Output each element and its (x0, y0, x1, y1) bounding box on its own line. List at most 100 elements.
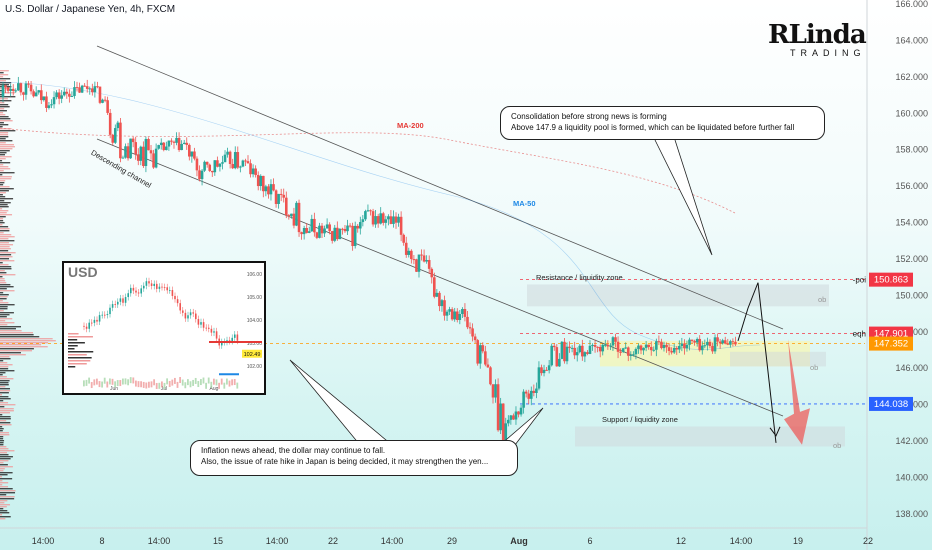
inset-candle-body (169, 290, 171, 291)
volume-profile-bar (0, 174, 3, 176)
candle-body (723, 340, 727, 344)
candle-body (356, 225, 360, 229)
candle-body (369, 210, 372, 212)
volume-profile-bar (0, 236, 15, 238)
volume-profile-bar (0, 422, 11, 424)
inset-candle-body (143, 285, 145, 289)
inset-candle-body (192, 312, 194, 314)
volume-profile-bar (0, 300, 3, 302)
candle-body (50, 104, 53, 106)
volume-profile-bar (0, 310, 4, 312)
volume-profile-bar (0, 280, 6, 282)
candle-body (213, 160, 217, 173)
volume-profile-bar (0, 410, 14, 412)
candle-body (246, 161, 250, 164)
candle-body (381, 213, 385, 223)
volume-profile-bar (0, 130, 16, 132)
x-tick-label: 15 (213, 536, 223, 546)
candle-body (333, 227, 337, 241)
volume-profile-bar (0, 484, 3, 486)
candle-body (236, 152, 240, 168)
candle-body (188, 144, 191, 157)
inset-volume-bar (223, 382, 226, 389)
candle-body (223, 154, 227, 163)
candle-body (9, 88, 12, 91)
volume-profile-bar (0, 206, 9, 208)
candle-body (325, 224, 329, 229)
volume-profile-bar (0, 432, 9, 434)
volume-profile-bar (0, 98, 8, 100)
volume-profile-bar (0, 504, 11, 506)
volume-profile-bar (0, 346, 48, 348)
inset-x-tick: Aug (210, 386, 219, 392)
candle-body (509, 415, 513, 420)
candle-body (226, 151, 229, 155)
volume-profile-bar (0, 490, 16, 492)
volume-profile-bar (0, 438, 4, 440)
volume-profile-bar (0, 146, 15, 148)
volume-profile-bar (0, 212, 7, 214)
volume-profile-bar (0, 380, 10, 382)
candle-body (614, 337, 617, 342)
channel-upper-line (96, 45, 784, 330)
candle-body (200, 170, 204, 180)
volume-profile-bar (0, 352, 21, 354)
inset-candle-body (145, 281, 148, 286)
volume-profile-bar (0, 246, 10, 248)
volume-profile-bar (0, 326, 21, 328)
candle-body (251, 168, 255, 175)
y-tick-label: 166.000 (895, 0, 928, 9)
candle-body (695, 338, 699, 343)
inset-candle-body (111, 304, 114, 308)
inset-y-tick: 103.00 (247, 341, 263, 347)
inset-volume-bar (103, 377, 106, 384)
volume-profile-bar (0, 382, 9, 384)
inset-candle-body (187, 315, 189, 319)
candle-body (348, 225, 352, 227)
inset-volume-bar (148, 381, 150, 388)
volume-profile-bar (0, 142, 6, 144)
candle-body (484, 351, 487, 365)
volume-profile-bar (0, 488, 13, 490)
inset-volume-bar (174, 377, 176, 384)
candle-body (519, 407, 523, 415)
volume-profile-bar (0, 452, 8, 454)
volume-profile-bar (0, 398, 11, 400)
candle-body (106, 100, 109, 113)
inset-volume-bar (220, 378, 223, 385)
logo-sub-text: TRADING (790, 48, 866, 58)
inset-volume-bar (179, 377, 181, 384)
volume-profile-bar (0, 266, 12, 268)
inset-volume-bar (189, 381, 192, 388)
x-tick-label: 14:00 (266, 536, 289, 546)
y-tick-label: 154.000 (895, 218, 928, 228)
inset-candle-body (179, 303, 181, 311)
candle-body (560, 341, 564, 359)
inset-volume-profile (68, 348, 75, 350)
volume-profile-bar (0, 168, 11, 170)
candle-body (103, 99, 107, 101)
inset-volume-bar (166, 378, 168, 385)
volume-profile-bar (0, 404, 16, 406)
candle-body (384, 219, 388, 223)
volume-profile-bar (0, 356, 10, 358)
ob-label-3: ob (833, 441, 842, 450)
volume-profile-bar (0, 224, 3, 226)
candle-body (655, 341, 658, 350)
volume-profile-bar (0, 512, 10, 514)
volume-profile-bar (0, 516, 11, 518)
inset-volume-bar (153, 379, 155, 386)
candle-body (496, 384, 500, 431)
candle-body (486, 364, 490, 368)
volume-profile-bar (0, 196, 6, 198)
candle-body (721, 340, 724, 344)
volume-profile-bar (0, 268, 12, 270)
candle-body (708, 341, 712, 347)
candle-body (443, 300, 446, 316)
candle-body (455, 311, 459, 320)
candle-body (588, 345, 592, 354)
volume-profile-bar (0, 138, 6, 140)
volume-profile-bar (0, 420, 7, 422)
candle-body (297, 202, 301, 233)
